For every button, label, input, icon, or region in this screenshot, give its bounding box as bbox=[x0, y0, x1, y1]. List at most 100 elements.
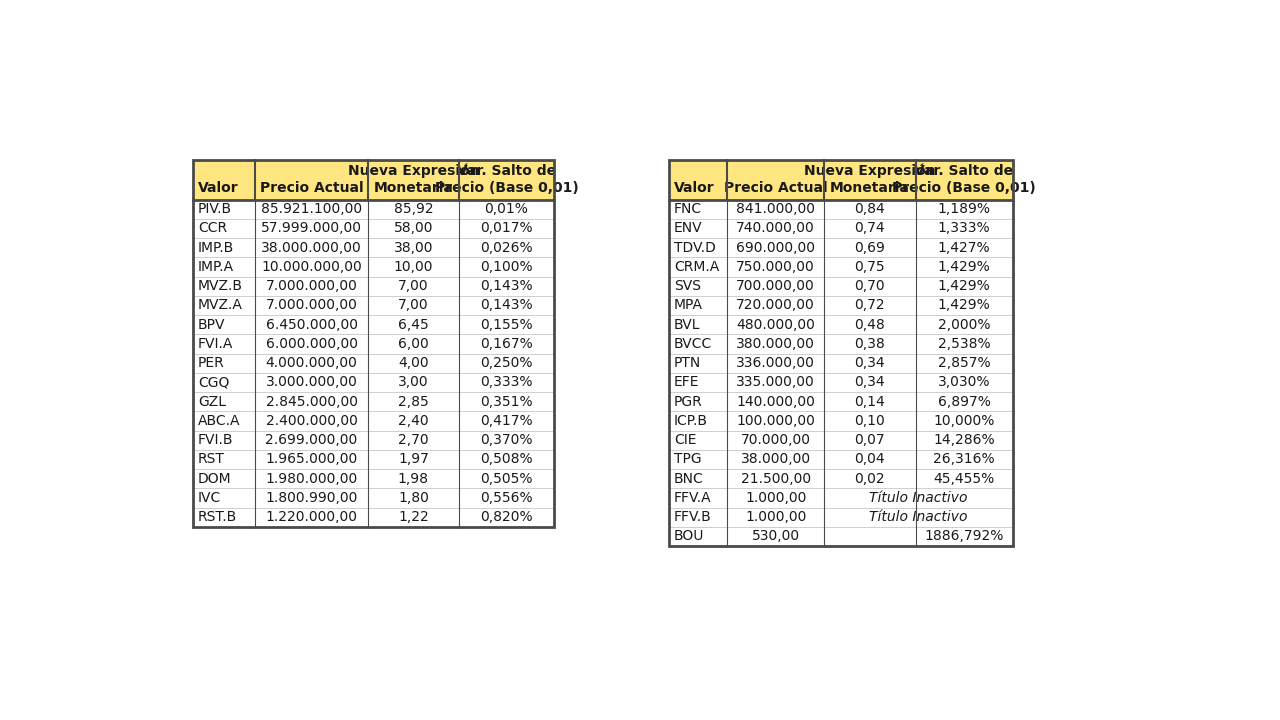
Text: 1,429%: 1,429% bbox=[938, 299, 991, 312]
Text: 70.000,00: 70.000,00 bbox=[741, 433, 810, 447]
Text: Precio Actual: Precio Actual bbox=[724, 181, 828, 195]
Text: 530,00: 530,00 bbox=[751, 529, 800, 544]
Text: Título Inactivo: Título Inactivo bbox=[869, 510, 968, 524]
Text: 140.000,00: 140.000,00 bbox=[736, 395, 815, 409]
Text: 0,155%: 0,155% bbox=[480, 318, 532, 332]
Text: 0,417%: 0,417% bbox=[480, 414, 532, 428]
Text: GZL: GZL bbox=[198, 395, 227, 409]
Text: Var. Salto de
Precio (Base 0,01): Var. Salto de Precio (Base 0,01) bbox=[434, 163, 579, 195]
Text: 0,14: 0,14 bbox=[855, 395, 886, 409]
Text: 0,505%: 0,505% bbox=[480, 472, 532, 486]
Text: 700.000,00: 700.000,00 bbox=[736, 279, 815, 293]
Text: 2.400.000,00: 2.400.000,00 bbox=[265, 414, 357, 428]
Text: 2,538%: 2,538% bbox=[938, 337, 991, 351]
Text: 335.000,00: 335.000,00 bbox=[736, 375, 815, 390]
Text: 58,00: 58,00 bbox=[394, 222, 433, 235]
Text: Valor: Valor bbox=[198, 181, 238, 195]
Text: 0,72: 0,72 bbox=[855, 299, 886, 312]
Text: 0,02: 0,02 bbox=[855, 472, 886, 486]
Text: FFV.A: FFV.A bbox=[673, 491, 712, 505]
Text: RST: RST bbox=[198, 452, 225, 467]
Text: MVZ.B: MVZ.B bbox=[198, 279, 243, 293]
Text: DOM: DOM bbox=[198, 472, 232, 486]
Text: 38.000.000,00: 38.000.000,00 bbox=[261, 240, 362, 255]
Text: 0,351%: 0,351% bbox=[480, 395, 532, 409]
Text: 0,143%: 0,143% bbox=[480, 279, 532, 293]
Text: ENV: ENV bbox=[673, 222, 703, 235]
Text: 0,100%: 0,100% bbox=[480, 260, 532, 274]
Text: Nueva Expresión
Monetaria: Nueva Expresión Monetaria bbox=[348, 163, 479, 195]
Text: 6,00: 6,00 bbox=[398, 337, 429, 351]
Text: ICP.B: ICP.B bbox=[673, 414, 708, 428]
Text: 336.000,00: 336.000,00 bbox=[736, 356, 815, 370]
Text: 3,00: 3,00 bbox=[398, 375, 429, 390]
Text: Nueva Expresión
Monetaria: Nueva Expresión Monetaria bbox=[804, 163, 936, 195]
Text: 6,897%: 6,897% bbox=[938, 395, 991, 409]
Bar bbox=[193, 160, 554, 527]
Text: EFE: EFE bbox=[673, 375, 699, 390]
Text: 38,00: 38,00 bbox=[394, 240, 433, 255]
Text: 3,030%: 3,030% bbox=[938, 375, 991, 390]
Bar bbox=[255, 160, 367, 199]
Text: MPA: MPA bbox=[673, 299, 703, 312]
Bar bbox=[824, 160, 915, 199]
Text: Precio Actual: Precio Actual bbox=[260, 181, 364, 195]
Text: MVZ.A: MVZ.A bbox=[198, 299, 243, 312]
Text: FFV.B: FFV.B bbox=[673, 510, 712, 524]
Text: 7.000.000,00: 7.000.000,00 bbox=[265, 279, 357, 293]
Text: 0,820%: 0,820% bbox=[480, 510, 532, 524]
Text: 0,69: 0,69 bbox=[855, 240, 886, 255]
Text: 0,10: 0,10 bbox=[855, 414, 886, 428]
Text: 0,250%: 0,250% bbox=[480, 356, 532, 370]
Text: Valor: Valor bbox=[673, 181, 714, 195]
Bar bbox=[460, 160, 554, 199]
Text: 4,00: 4,00 bbox=[398, 356, 429, 370]
Text: 57.999.000,00: 57.999.000,00 bbox=[261, 222, 362, 235]
Text: 1886,792%: 1886,792% bbox=[924, 529, 1004, 544]
Text: 1.220.000,00: 1.220.000,00 bbox=[265, 510, 357, 524]
Text: 1.000,00: 1.000,00 bbox=[745, 510, 806, 524]
Text: 2,70: 2,70 bbox=[398, 433, 429, 447]
Text: IVC: IVC bbox=[198, 491, 221, 505]
Text: PIV.B: PIV.B bbox=[198, 202, 232, 216]
Text: IMP.A: IMP.A bbox=[198, 260, 234, 274]
Text: 750.000,00: 750.000,00 bbox=[736, 260, 815, 274]
Text: BPV: BPV bbox=[198, 318, 225, 332]
Text: 841.000,00: 841.000,00 bbox=[736, 202, 815, 216]
Text: 0,143%: 0,143% bbox=[480, 299, 532, 312]
Text: BNC: BNC bbox=[673, 472, 704, 486]
Text: BOU: BOU bbox=[673, 529, 704, 544]
Bar bbox=[193, 160, 255, 199]
Text: 10,000%: 10,000% bbox=[933, 414, 995, 428]
Text: BVCC: BVCC bbox=[673, 337, 712, 351]
Text: 0,34: 0,34 bbox=[855, 356, 886, 370]
Text: Var. Salto de
Precio (Base 0,01): Var. Salto de Precio (Base 0,01) bbox=[892, 163, 1036, 195]
Text: SVS: SVS bbox=[673, 279, 701, 293]
Text: PGR: PGR bbox=[673, 395, 703, 409]
Text: 10.000.000,00: 10.000.000,00 bbox=[261, 260, 362, 274]
Text: 0,508%: 0,508% bbox=[480, 452, 532, 467]
Text: 6,45: 6,45 bbox=[398, 318, 429, 332]
Text: CGQ: CGQ bbox=[198, 375, 229, 390]
Text: 21.500,00: 21.500,00 bbox=[741, 472, 810, 486]
Text: 1,22: 1,22 bbox=[398, 510, 429, 524]
Text: 6.000.000,00: 6.000.000,00 bbox=[265, 337, 357, 351]
Text: ABC.A: ABC.A bbox=[198, 414, 241, 428]
Text: 1,429%: 1,429% bbox=[938, 260, 991, 274]
Text: 0,34: 0,34 bbox=[855, 375, 886, 390]
Text: 2,857%: 2,857% bbox=[938, 356, 991, 370]
Text: 2.699.000,00: 2.699.000,00 bbox=[265, 433, 357, 447]
Text: 0,333%: 0,333% bbox=[480, 375, 532, 390]
Bar bbox=[367, 160, 460, 199]
Text: 2,85: 2,85 bbox=[398, 395, 429, 409]
Text: CRM.A: CRM.A bbox=[673, 260, 719, 274]
Text: 4.000.000,00: 4.000.000,00 bbox=[265, 356, 357, 370]
Text: 45,455%: 45,455% bbox=[933, 472, 995, 486]
Text: PER: PER bbox=[198, 356, 225, 370]
Text: 1,189%: 1,189% bbox=[937, 202, 991, 216]
Text: 0,370%: 0,370% bbox=[480, 433, 532, 447]
Text: FVI.B: FVI.B bbox=[198, 433, 233, 447]
Text: 0,167%: 0,167% bbox=[480, 337, 532, 351]
Text: 85,92: 85,92 bbox=[394, 202, 433, 216]
Text: RST.B: RST.B bbox=[198, 510, 237, 524]
